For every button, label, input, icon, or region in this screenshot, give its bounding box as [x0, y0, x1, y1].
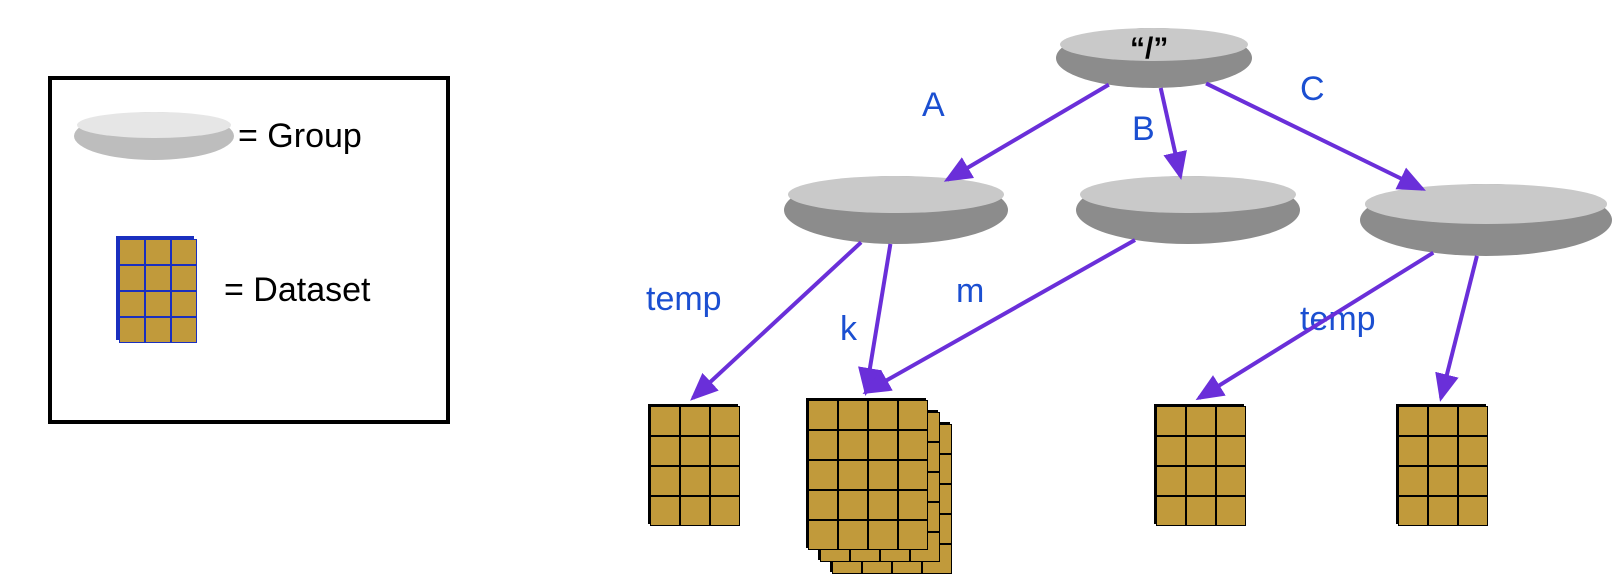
dataset-d4 — [1396, 404, 1486, 524]
edge-label-m: m — [956, 272, 984, 311]
dataset-d3 — [1154, 404, 1244, 524]
group-b-ellipse-top — [1080, 176, 1295, 213]
edge-label-temp2: temp — [1300, 300, 1376, 339]
edge-label-k: k — [840, 310, 857, 349]
group-c-ellipse-top — [1365, 184, 1607, 224]
legend-group-label: = Group — [238, 117, 362, 156]
edge-label-temp1: temp — [646, 280, 722, 319]
edge-label-a: A — [922, 86, 945, 125]
legend-dataset-grid — [116, 236, 194, 340]
edge-label-c: C — [1300, 70, 1325, 109]
group-a-ellipse-top — [788, 176, 1003, 213]
dataset-d2-layer0 — [806, 398, 926, 548]
root-label: “/” — [1130, 32, 1168, 66]
legend-dataset-label: = Dataset — [224, 271, 370, 310]
dataset-d1 — [648, 404, 738, 524]
edge-label-b: B — [1132, 110, 1155, 149]
